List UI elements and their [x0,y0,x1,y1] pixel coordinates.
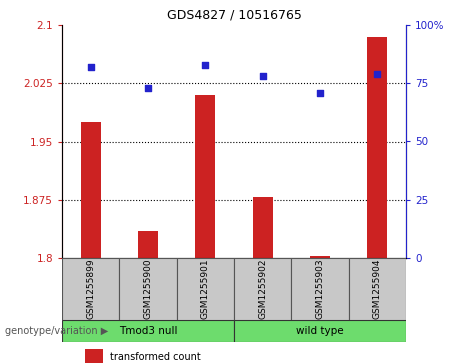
Bar [253,197,273,258]
Point [87,64,95,70]
Text: wild type: wild type [296,326,344,336]
Point [374,71,381,77]
Bar [177,258,234,320]
Text: GSM1255901: GSM1255901 [201,259,210,319]
Bar [349,258,406,320]
Text: GSM1255903: GSM1255903 [315,259,325,319]
Bar [310,256,330,258]
Bar [62,320,234,342]
Text: Tmod3 null: Tmod3 null [119,326,177,336]
Bar [62,258,119,320]
Point [144,85,152,91]
Title: GDS4827 / 10516765: GDS4827 / 10516765 [166,8,301,21]
Bar [234,258,291,320]
Text: transformed count: transformed count [110,351,201,362]
Bar [234,320,406,342]
Text: GSM1255899: GSM1255899 [86,259,95,319]
Text: GSM1255904: GSM1255904 [373,259,382,319]
Bar [367,37,387,258]
Text: GSM1255900: GSM1255900 [143,259,153,319]
Bar [291,258,349,320]
Text: GSM1255902: GSM1255902 [258,259,267,319]
Bar [119,258,177,320]
Text: genotype/variation ▶: genotype/variation ▶ [5,326,108,336]
Bar [81,122,100,258]
Bar [138,231,158,258]
Point [201,62,209,68]
Point [259,73,266,79]
Point [316,90,324,95]
Bar [195,95,215,258]
